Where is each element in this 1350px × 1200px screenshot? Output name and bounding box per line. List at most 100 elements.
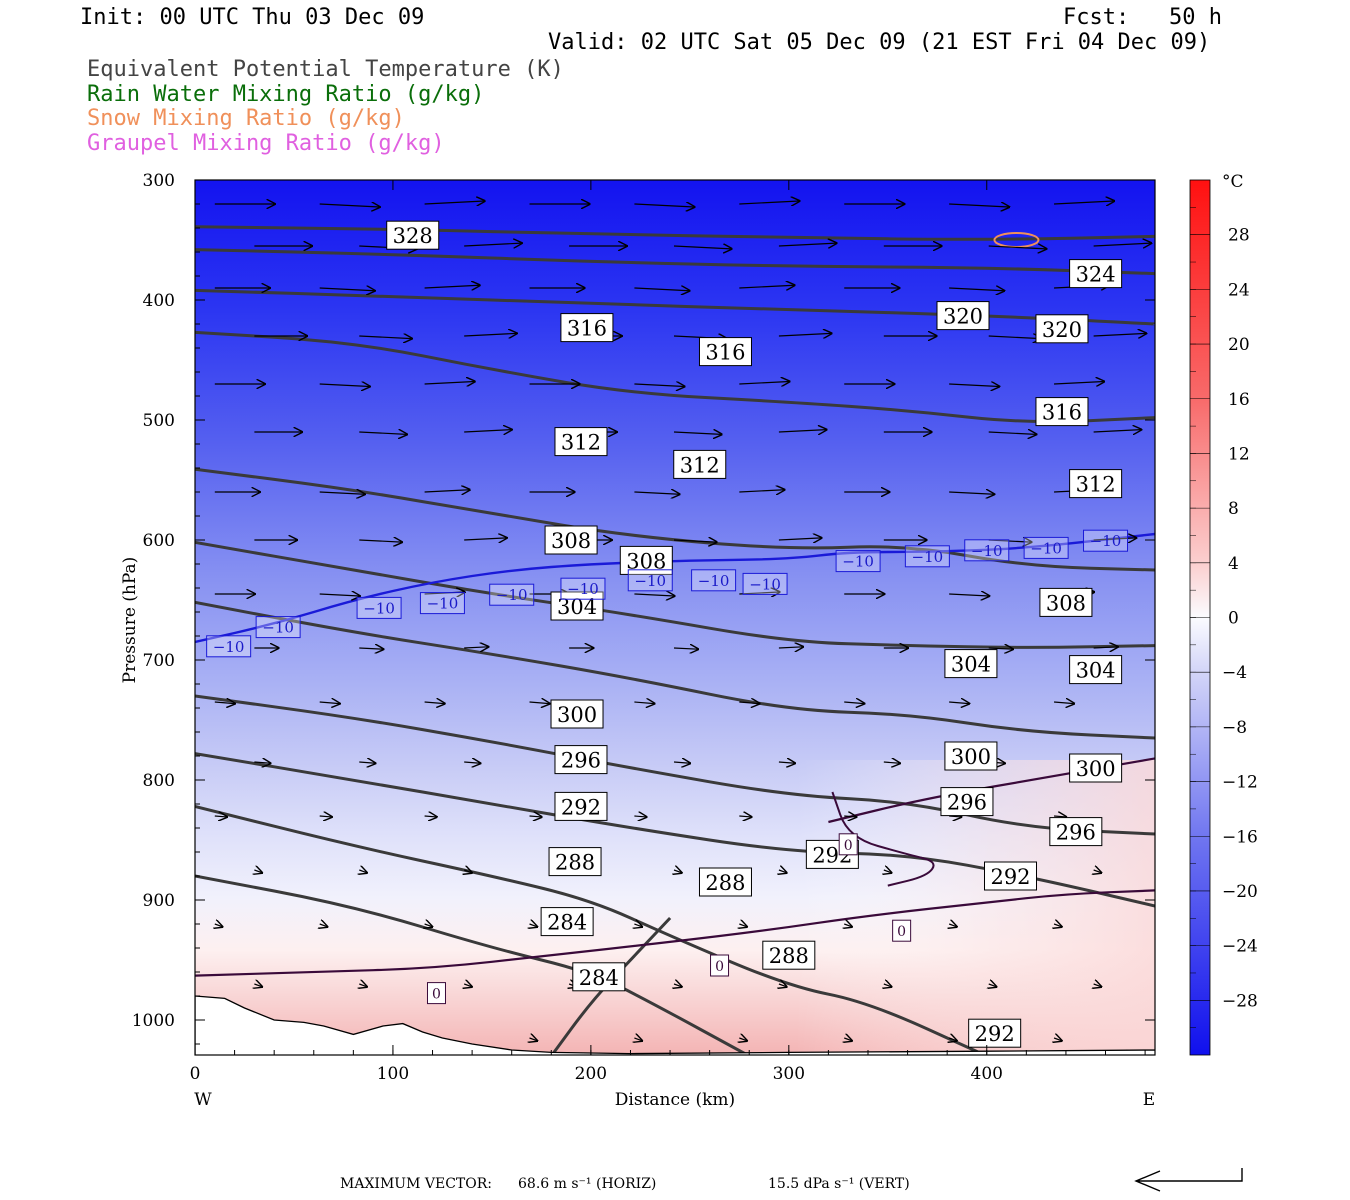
- wind-vector: [464, 538, 506, 540]
- wind-vector: [529, 702, 550, 704]
- theta-e-label: 300: [1076, 757, 1116, 781]
- zero-isotherm: [195, 889, 1155, 977]
- colorbar-tick-label: 12: [1228, 444, 1250, 464]
- wind-vector: [739, 816, 751, 817]
- theta-e-label-box: [386, 220, 440, 250]
- wind-vector: [359, 870, 367, 873]
- wind-vector: [739, 592, 779, 594]
- wind-vector: [883, 762, 900, 763]
- theta-e-contour-328: [195, 225, 1155, 241]
- theta-e-label: 288: [555, 851, 595, 875]
- wind-vector: [949, 702, 969, 704]
- wind-vector: [949, 816, 961, 817]
- colorbar-tick-label: 24: [1228, 280, 1250, 300]
- zero-label-box: [838, 833, 858, 856]
- init-time: Init: 00 UTC Thu 03 Dec 09: [80, 5, 425, 30]
- colorbar-tick-label: 28: [1228, 226, 1250, 246]
- x-tick-label: 100: [377, 1064, 409, 1084]
- minus10-label-box: [419, 592, 465, 615]
- wind-vector: [359, 648, 383, 649]
- theta-e-label-box: [673, 449, 727, 479]
- wind-vector: [739, 201, 799, 204]
- minus10-label: −10: [912, 548, 944, 566]
- theta-e-label-box: [1069, 469, 1123, 499]
- wind-vector: [425, 924, 433, 927]
- wind-vector: [673, 432, 721, 434]
- minus10-label-box: [691, 569, 737, 592]
- y-tick-label: 800: [143, 771, 175, 791]
- zero-label: 0: [844, 838, 853, 854]
- theta-e-contour-316: [195, 330, 1155, 424]
- zero-label: 0: [432, 987, 441, 1003]
- wind-vector: [1094, 870, 1102, 873]
- x-tick-label: 400: [971, 1064, 1003, 1084]
- reference-vector-icon: [1134, 1168, 1243, 1192]
- theta-e-label-box: [1069, 655, 1123, 685]
- colorbar-tick-label: −16: [1222, 827, 1258, 847]
- minus10-label-box: [1083, 529, 1129, 552]
- zero-label-box: [426, 982, 446, 1005]
- y-tick-label: 700: [143, 651, 175, 671]
- wind-vector: [424, 201, 485, 204]
- wind-vector: [778, 333, 831, 336]
- theta-e-label: 308: [551, 529, 591, 553]
- theta-e-contour-308: [195, 540, 1155, 649]
- colorbar-tick-label: 4: [1228, 554, 1239, 574]
- minus10-label-box: [904, 545, 950, 568]
- wind-vector: [739, 285, 794, 288]
- colorbar-tick-label: −8: [1222, 718, 1247, 738]
- theta-e-label: 284: [579, 966, 619, 990]
- theta-e-label: 304: [1076, 659, 1116, 683]
- y-tick-label: 500: [143, 411, 175, 431]
- theta-e-label-box: [560, 313, 614, 343]
- wind-vector: [424, 816, 437, 817]
- wind-vector: [949, 924, 957, 927]
- wind-vector: [319, 288, 375, 291]
- wind-vector: [988, 432, 1036, 434]
- wind-vector: [319, 702, 340, 704]
- wind-vector: [359, 336, 411, 339]
- zero-label: 0: [715, 959, 724, 975]
- wind-vector: [634, 1038, 642, 1041]
- theta-e-label-box: [698, 867, 752, 897]
- wind-vector: [464, 870, 472, 873]
- x-tick-label: 300: [773, 1064, 805, 1084]
- wind-vector: [319, 492, 365, 494]
- zero-label: 0: [897, 924, 906, 940]
- wind-vector: [1093, 333, 1146, 336]
- minus10-label-box: [356, 596, 402, 619]
- wind-vector: [1093, 647, 1118, 648]
- theta-e-label-box: [940, 787, 994, 817]
- wind-vector: [673, 762, 690, 763]
- wind-vector: [1054, 924, 1062, 927]
- minus10-label: −10: [842, 553, 874, 571]
- wind-vector: [779, 870, 787, 873]
- theta-e-label: 316: [567, 317, 607, 341]
- wind-vector: [844, 924, 852, 927]
- wind-vector: [319, 816, 332, 817]
- theta-e-label-box: [572, 962, 626, 992]
- theta-e-label-box: [550, 699, 604, 729]
- theta-e-label-box: [1069, 259, 1123, 289]
- wind-vector: [673, 648, 698, 649]
- wind-vector: [844, 1038, 852, 1041]
- terrain-surface: [195, 995, 1155, 1055]
- wind-vector: [778, 430, 826, 432]
- wind-vector: [884, 870, 892, 873]
- y-tick-label: 300: [143, 171, 175, 191]
- wind-vector: [424, 490, 470, 492]
- wind-vector: [424, 702, 445, 704]
- theta-e-label-box: [984, 861, 1038, 891]
- legend-theta-e: Equivalent Potential Temperature (K): [87, 57, 564, 82]
- y-axis-title: Pressure (hPa): [120, 557, 140, 684]
- theta-e-contour-312: [195, 467, 1155, 572]
- theta-e-label: 316: [705, 341, 745, 365]
- wind-vector: [1054, 1038, 1062, 1041]
- wind-vector: [884, 984, 892, 987]
- y-tick-label: 400: [143, 291, 175, 311]
- theta-e-label-box: [1069, 753, 1123, 783]
- colorbar-tick-label: −24: [1222, 937, 1258, 957]
- wind-vector: [254, 762, 270, 763]
- legend-snow: Snow Mixing Ratio (g/kg): [87, 106, 405, 131]
